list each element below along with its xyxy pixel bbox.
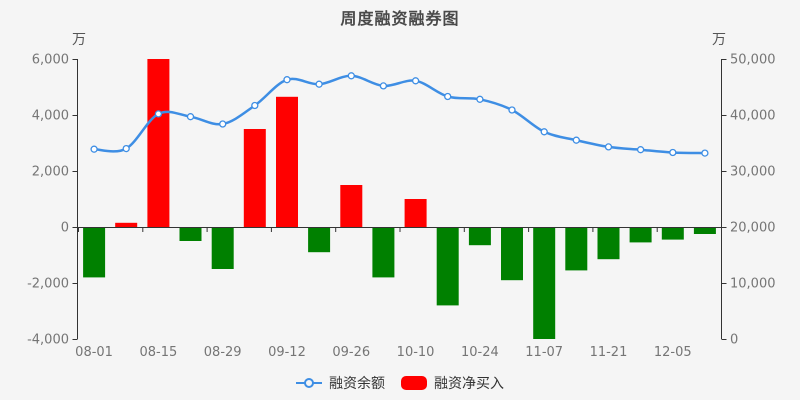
bar-09-26[interactable] bbox=[340, 185, 363, 227]
x-axis-label: 08-01 bbox=[75, 345, 113, 360]
bar-08-08[interactable] bbox=[115, 222, 138, 227]
bar-09-19[interactable] bbox=[308, 227, 331, 253]
x-axis-label: 08-15 bbox=[139, 345, 177, 360]
line-marker-08-15[interactable] bbox=[154, 110, 163, 118]
line-marker-08-22[interactable] bbox=[186, 113, 195, 121]
x-axis-label: 10-24 bbox=[461, 345, 499, 360]
line-marker-10-17[interactable] bbox=[444, 92, 452, 101]
right-axis-unit-label: 万 bbox=[712, 32, 726, 48]
line-marker-09-05[interactable] bbox=[251, 101, 259, 110]
line-marker-12-05[interactable] bbox=[669, 148, 677, 157]
right-axis-tick-label: 30,000 bbox=[730, 165, 776, 180]
bar-10-03[interactable] bbox=[372, 227, 395, 278]
left-axis-tick-label: -2,000 bbox=[27, 277, 69, 292]
bar-11-21[interactable] bbox=[597, 227, 620, 260]
line-marker-08-29[interactable] bbox=[219, 120, 227, 128]
bar-11-07[interactable] bbox=[533, 227, 556, 339]
left-axis-tick-label: 2,000 bbox=[32, 165, 69, 180]
chart-legend: 融资余额 融资净买入 bbox=[0, 371, 800, 395]
legend-label: 融资净买入 bbox=[434, 376, 504, 392]
x-axis-label: 10-10 bbox=[397, 345, 435, 360]
x-axis-label: 09-26 bbox=[332, 345, 370, 360]
left-axis-tick-label: 0 bbox=[61, 221, 69, 236]
left-axis-tick-label: 4,000 bbox=[32, 109, 69, 124]
right-axis-tick-label: 10,000 bbox=[730, 277, 776, 292]
x-axis-label: 08-29 bbox=[204, 345, 242, 360]
bar-10-10[interactable] bbox=[404, 199, 427, 227]
bar-08-22[interactable] bbox=[179, 227, 202, 241]
bar-12-12[interactable] bbox=[693, 227, 716, 234]
line-marker-10-24[interactable] bbox=[476, 95, 484, 103]
line-marker-10-10[interactable] bbox=[411, 77, 420, 85]
line-marker-11-14[interactable] bbox=[572, 136, 580, 144]
bar-12-05[interactable] bbox=[661, 227, 684, 240]
bar-11-28[interactable] bbox=[629, 227, 652, 243]
line-marker-10-31[interactable] bbox=[508, 106, 516, 114]
right-axis-tick-label: 50,000 bbox=[730, 53, 776, 68]
line-marker-08-08[interactable] bbox=[122, 144, 130, 153]
x-axis-label: 11-07 bbox=[525, 345, 563, 360]
x-axis-label: 11-21 bbox=[590, 345, 628, 360]
line-series bbox=[92, 74, 707, 155]
line-marker-10-03[interactable] bbox=[379, 82, 388, 90]
left-axis-tick-label: -4,000 bbox=[27, 333, 69, 348]
bar-09-12[interactable] bbox=[276, 96, 298, 227]
bar-10-24[interactable] bbox=[468, 227, 491, 246]
bar-08-15[interactable] bbox=[147, 59, 170, 227]
right-axis-tick-label: 0 bbox=[730, 333, 738, 348]
right-axis-tick-label: 20,000 bbox=[730, 221, 776, 236]
legend-label: 融资余额 bbox=[329, 376, 385, 392]
legend-item-line-series[interactable]: 融资余额 bbox=[296, 373, 385, 393]
bar-10-31[interactable] bbox=[501, 227, 523, 281]
line-marker-09-12[interactable] bbox=[283, 76, 291, 84]
legend-item-bar-series[interactable]: 融资净买入 bbox=[401, 373, 504, 393]
left-axis-unit-label: 万 bbox=[72, 32, 86, 48]
left-axis-tick-label: 6,000 bbox=[32, 53, 69, 68]
line-marker-11-07[interactable] bbox=[540, 128, 548, 136]
line-legend-icon bbox=[296, 378, 322, 388]
line-marker-11-28[interactable] bbox=[636, 146, 645, 154]
line-marker-08-01[interactable] bbox=[90, 145, 98, 153]
line-marker-09-26[interactable] bbox=[347, 72, 355, 80]
bar-11-14[interactable] bbox=[565, 227, 588, 271]
line-marker-11-21[interactable] bbox=[604, 143, 613, 151]
right-axis-tick-label: 40,000 bbox=[730, 109, 776, 124]
line-marker-09-19[interactable] bbox=[315, 80, 323, 88]
chart-title: 周度融资融券图 bbox=[340, 9, 460, 28]
bar-legend-icon bbox=[401, 376, 427, 390]
bar-10-17[interactable] bbox=[436, 227, 459, 306]
bar-08-29[interactable] bbox=[211, 227, 234, 269]
x-axis-label: 09-12 bbox=[268, 345, 306, 360]
bar-09-05[interactable] bbox=[243, 129, 266, 227]
bar-08-01[interactable] bbox=[83, 227, 106, 278]
line-marker-12-12[interactable] bbox=[701, 149, 709, 157]
x-axis-label: 12-05 bbox=[654, 345, 692, 360]
